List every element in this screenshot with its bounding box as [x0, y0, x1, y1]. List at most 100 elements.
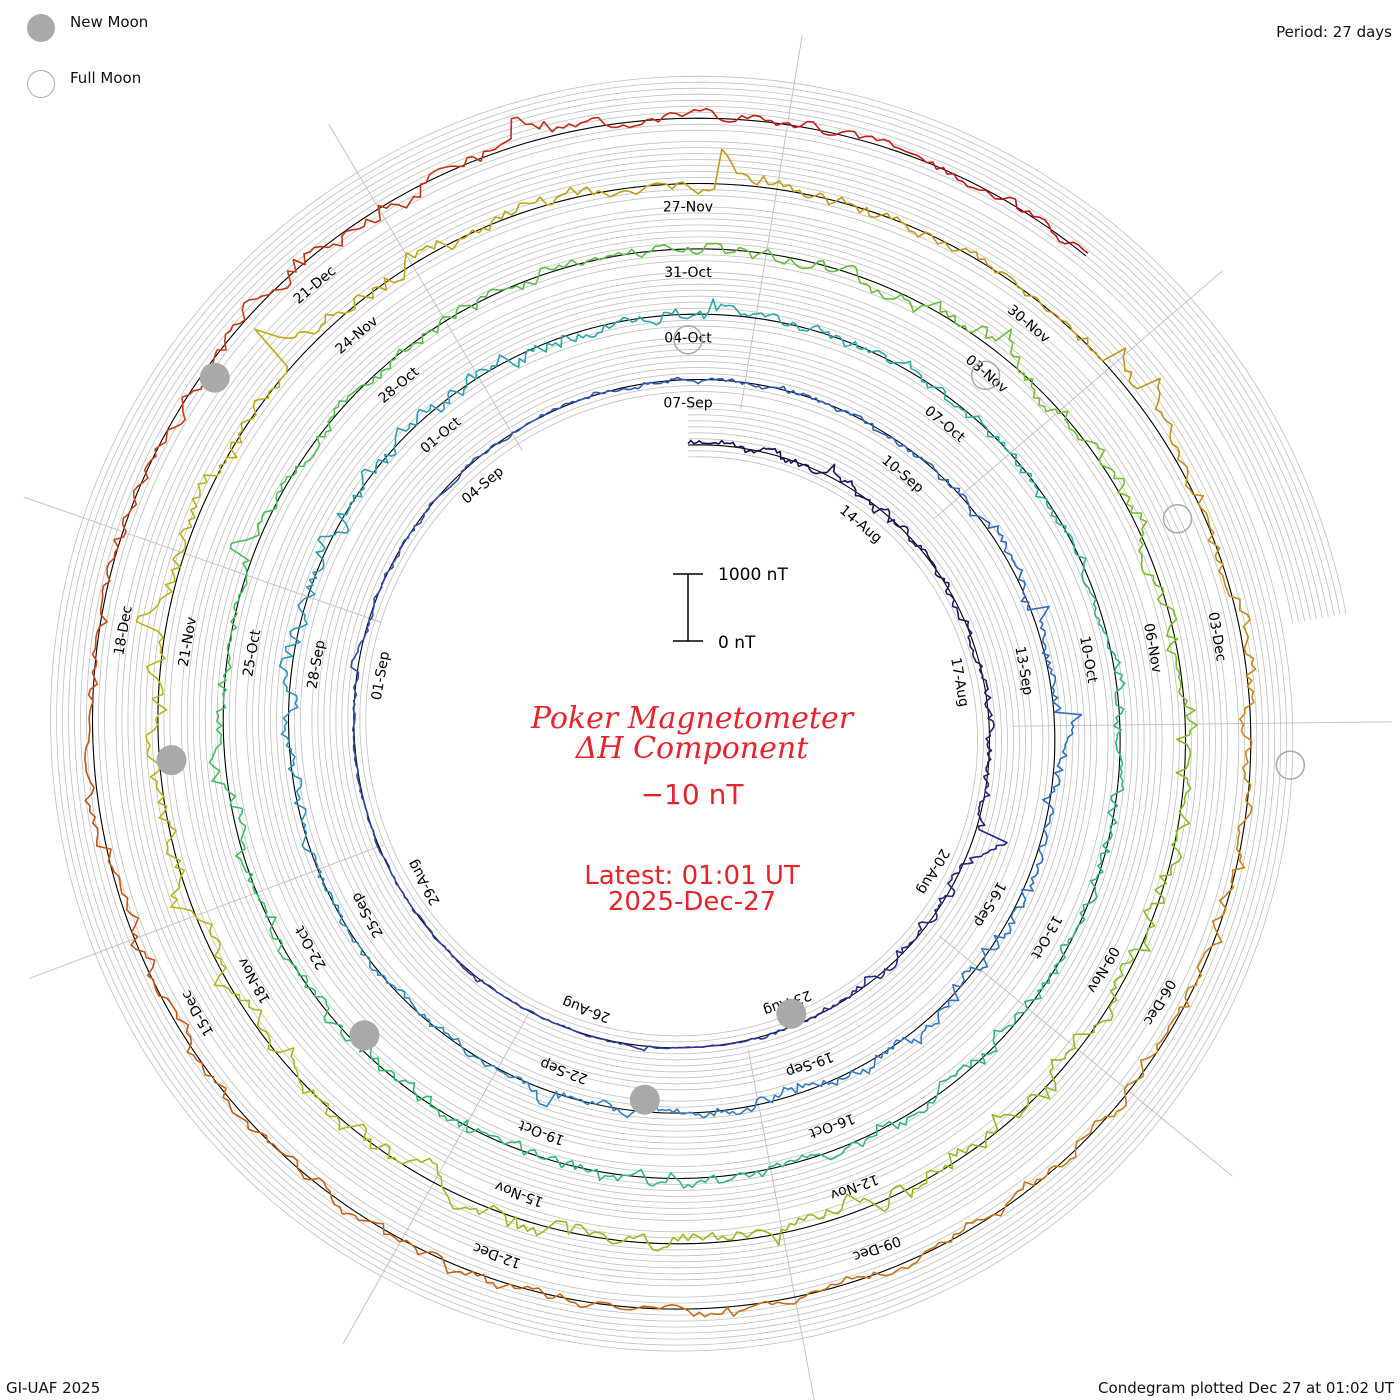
grid-ring — [300, 325, 1044, 1102]
plotted-timestamp: Condegram plotted Dec 27 at 01:02 UT — [1098, 1379, 1394, 1397]
series-line-segment — [916, 456, 1008, 547]
grid-ring — [198, 224, 1145, 1203]
date-label: 15-Nov — [493, 1177, 546, 1209]
full-moon-marker — [1275, 750, 1306, 780]
series-line-segment — [889, 880, 956, 972]
spoke-line — [939, 935, 1233, 1177]
grid-ring — [50, 75, 1294, 1352]
series-line-segment — [546, 308, 689, 349]
date-label: 19-Sep — [784, 1048, 836, 1080]
grid-ring — [687, 87, 1335, 617]
series-line-segment — [886, 1165, 1055, 1277]
series-line-segment — [816, 1023, 936, 1088]
series-line-segment — [1042, 306, 1178, 448]
scale-bar-top-label: 1000 nT — [718, 565, 788, 585]
series-line-segment — [687, 108, 900, 150]
series-line-segment — [934, 916, 1016, 1025]
title-line-2: ΔH Component — [575, 731, 809, 766]
series-line-segment — [871, 507, 946, 583]
series-line-segment — [293, 797, 348, 928]
series-line-segment — [687, 1025, 796, 1049]
grid-ring — [115, 141, 1228, 1287]
grid-ring — [98, 123, 1246, 1304]
grid-ring — [323, 349, 1020, 1079]
latest-time: Latest: 01:01 UT — [584, 861, 800, 891]
series-line-segment — [981, 677, 995, 784]
series-line-segment — [943, 581, 984, 679]
series-line-segment — [687, 1193, 861, 1246]
series-line-segment — [784, 458, 875, 511]
full-moon-legend-icon — [27, 70, 55, 98]
series-line-segment — [346, 926, 439, 1029]
grid-ring — [329, 355, 1014, 1073]
date-label: 17-Aug — [947, 656, 971, 708]
grid-ring — [151, 177, 1192, 1251]
grid-ring — [347, 373, 996, 1055]
grid-ring — [687, 93, 1329, 618]
date-label: 16-Oct — [806, 1110, 857, 1141]
series-line-segment — [1176, 447, 1251, 632]
title-line-1: Poker Magnetometer — [530, 701, 855, 736]
chart-title: Poker Magnetometer ΔH Component −10 nT L… — [530, 701, 855, 917]
series-line-segment — [809, 395, 918, 458]
grid-ring — [74, 99, 1270, 1328]
series-line-segment — [135, 462, 226, 639]
date-label: 22-Sep — [538, 1055, 590, 1087]
series-line-segment — [534, 1149, 689, 1189]
grid-ring — [186, 212, 1157, 1215]
series-line-segment — [288, 959, 396, 1080]
new-moon-marker — [156, 745, 187, 776]
series-line-segment — [501, 181, 689, 220]
series-line-segment — [577, 1031, 689, 1052]
series-line-segment — [687, 242, 857, 273]
series-line-segment — [182, 1020, 311, 1181]
series-line-segment — [336, 409, 420, 534]
new-moon-marker — [349, 1020, 380, 1051]
date-label: 26-Aug — [560, 993, 612, 1025]
grid-ring — [68, 93, 1276, 1334]
series-line-segment — [145, 636, 170, 823]
new-moon-legend-label: New Moon — [70, 13, 149, 31]
spoke-line — [29, 844, 385, 979]
full-moon-marker — [1162, 504, 1193, 534]
series-line-segment — [568, 376, 689, 405]
series-line-segment — [687, 439, 787, 463]
series-line-segment — [394, 1079, 536, 1156]
series-line-segment — [1055, 517, 1116, 656]
series-line-segment — [465, 402, 570, 467]
grid-ring — [687, 99, 1323, 619]
series-line-segment — [687, 1082, 818, 1119]
date-label: 31-Oct — [664, 265, 712, 281]
baseline-value: −10 nT — [641, 778, 745, 811]
series-line-segment — [276, 368, 386, 494]
moon-layer — [156, 324, 1306, 1115]
series-line-segment — [355, 1123, 509, 1227]
series-line-segment — [359, 787, 405, 895]
series-line-segment — [687, 377, 810, 397]
grid-ring — [276, 301, 1068, 1126]
series-line-segment — [394, 465, 467, 562]
grid-ring — [216, 242, 1127, 1185]
grid-ring — [687, 81, 1341, 616]
series-line-segment — [403, 893, 478, 983]
series-line-segment — [1177, 826, 1246, 1014]
series-line-segment — [385, 281, 526, 371]
date-label: 04-Oct — [664, 330, 712, 346]
date-label: 07-Sep — [663, 396, 712, 412]
grid-ring — [86, 111, 1258, 1316]
series-line-segment — [418, 343, 548, 413]
date-label: 28-Sep — [304, 639, 328, 690]
series-line-segment — [687, 1271, 887, 1318]
grid-ring — [133, 159, 1210, 1269]
grid-ring — [104, 129, 1240, 1298]
series-line-segment — [438, 1026, 558, 1108]
series-line-segment — [687, 148, 875, 219]
date-label: 14-Aug — [836, 502, 885, 546]
series-line-segment — [350, 560, 396, 673]
grid-ring — [139, 165, 1204, 1263]
series-line-segment — [524, 244, 689, 286]
grid-ring — [246, 271, 1098, 1156]
data-layer — [84, 108, 1257, 1318]
grid-ring — [687, 105, 1317, 620]
grid-ring — [687, 129, 1294, 624]
